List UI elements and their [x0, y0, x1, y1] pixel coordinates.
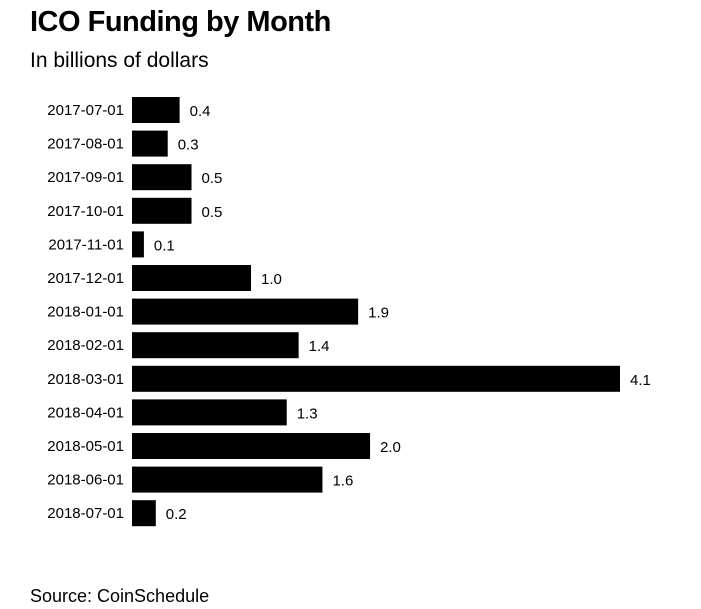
value-label: 2.0 [380, 439, 401, 456]
bar [132, 365, 620, 392]
value-label: 0.2 [166, 506, 187, 523]
bar [132, 332, 299, 359]
bar [132, 97, 180, 123]
category-label: 2017-09-01 [47, 169, 124, 186]
category-label: 2018-04-01 [47, 404, 124, 421]
bar [132, 500, 156, 527]
bar [132, 130, 168, 157]
bar [132, 265, 252, 291]
bar [132, 231, 144, 258]
value-label: 1.3 [297, 405, 318, 422]
category-label: 2018-01-01 [47, 304, 124, 321]
value-label: 4.1 [630, 372, 651, 389]
category-label: 2017-07-01 [47, 102, 124, 119]
chart-title: ICO Funding by Month [30, 6, 331, 38]
value-label: 0.5 [202, 204, 223, 221]
category-label: 2017-10-01 [47, 203, 124, 220]
value-label: 1.9 [368, 305, 389, 322]
value-label: 0.3 [178, 137, 199, 154]
value-label: 0.5 [202, 170, 223, 187]
category-label: 2017-11-01 [48, 236, 124, 253]
value-label: 0.4 [190, 103, 211, 120]
bar [132, 197, 192, 224]
value-label: 1.6 [332, 473, 353, 490]
bar [132, 433, 371, 459]
bar [132, 466, 323, 493]
source-note: Source: CoinSchedule [30, 586, 210, 606]
value-label: 1.4 [309, 338, 330, 355]
bar [132, 399, 287, 426]
category-label: 2017-12-01 [47, 270, 124, 287]
category-label: 2017-08-01 [47, 136, 124, 153]
category-label: 2018-06-01 [47, 472, 124, 489]
category-label: 2018-02-01 [47, 337, 124, 354]
category-label: 2018-05-01 [47, 438, 124, 455]
bar [132, 164, 192, 191]
category-label: 2018-07-01 [47, 505, 124, 522]
value-label: 0.1 [154, 237, 175, 254]
category-label: 2018-03-01 [47, 371, 124, 388]
chart-subtitle: In billions of dollars [30, 49, 209, 72]
bar [132, 298, 359, 325]
value-label: 1.0 [261, 271, 282, 288]
